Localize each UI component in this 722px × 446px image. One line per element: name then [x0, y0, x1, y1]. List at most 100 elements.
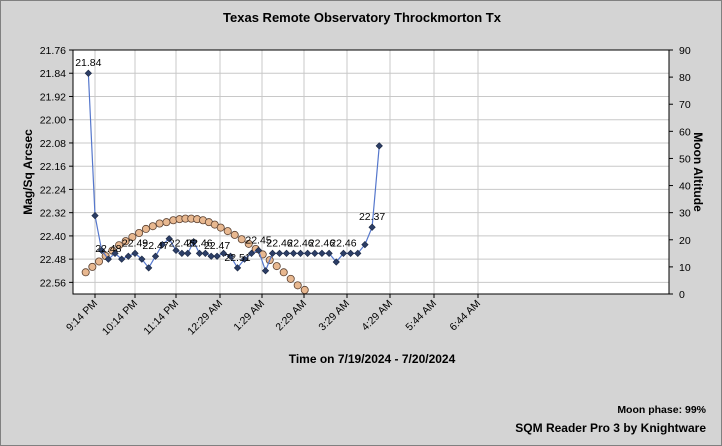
sqm-point [275, 249, 284, 257]
sqm-data-label: 22.45 [245, 234, 271, 246]
sqm-point [332, 258, 340, 266]
y-tick-label: 22.00 [40, 115, 66, 127]
y2-tick-label: 0 [679, 289, 685, 301]
y-tick-label: 22.32 [40, 208, 66, 220]
sqm-data-label: 22.46 [186, 237, 212, 249]
y-tick-label: 22.16 [40, 161, 66, 173]
y-axis-title: Mag/Sq Arcsec [21, 129, 35, 215]
sqm-point [361, 240, 369, 249]
sqm-data-label: 22.47 [204, 240, 230, 252]
sqm-point [158, 240, 166, 249]
sqm-point [303, 249, 312, 257]
sqm-point [207, 252, 215, 260]
y-tick-label: 22.40 [40, 231, 66, 243]
sqm-data-label: 22.46 [309, 237, 335, 249]
chart-title: Texas Remote Observatory Throckmorton Tx [223, 10, 502, 25]
sqm-point [184, 249, 192, 257]
y-tick-label: 22.48 [40, 254, 66, 266]
x-tick-label: 11:14 PM [141, 298, 181, 338]
moon-altitude-point [141, 224, 150, 233]
y2-tick-label: 40 [679, 181, 691, 193]
sqm-point [282, 249, 291, 257]
sqm-point [178, 249, 186, 257]
moon-phase-text: Moon phase: 99% [617, 404, 706, 416]
sqm-point [296, 249, 305, 257]
sqm-point [233, 264, 242, 272]
sqm-point [189, 238, 198, 246]
sqm-point [325, 249, 333, 257]
x-axis-ticks: 9:14 PM 10:14 PM 11:14 PM 12:29 AM 1:29 AM 2:… [64, 294, 483, 338]
moon-altitude-point [272, 262, 281, 271]
sqm-point [368, 223, 376, 231]
sqm-point [104, 255, 112, 263]
sqm-point [213, 252, 221, 260]
y2-axis-title: Moon Altitude [691, 132, 705, 212]
moon-altitude-point [223, 227, 232, 236]
y2-tick-label: 30 [679, 208, 691, 220]
sqm-point [91, 211, 99, 220]
moon-altitude-point [88, 262, 97, 271]
moon-altitude-point [148, 222, 157, 231]
sqm-data-label: 22.46 [330, 237, 356, 249]
sqm-point [118, 255, 126, 263]
moon-altitude-point [230, 230, 239, 239]
sqm-data-label: 22.47 [142, 240, 168, 252]
sqm-point [84, 69, 92, 77]
sqm-point [138, 255, 146, 263]
sqm-point [289, 249, 298, 257]
sqm-point [219, 249, 228, 257]
sqm-data-label: 22.49 [122, 237, 148, 249]
sqm-reading-series [84, 69, 383, 275]
x-axis-title: Time on 7/19/2024 - 7/20/2024 [289, 352, 456, 366]
plot-border [72, 49, 670, 295]
sqm-point [165, 235, 173, 243]
sqm-point [111, 249, 119, 257]
sqm-point [124, 252, 132, 260]
sqm-point [339, 249, 348, 257]
sqm-point [240, 255, 249, 263]
y-tick-label: 21.76 [40, 45, 66, 57]
moon-altitude-point [293, 281, 302, 290]
y2-axis-ticks: 0 10 20 30 40 50 60 70 80 90 [669, 45, 691, 301]
sqm-point [98, 246, 106, 255]
x-tick-label: 2:29 AM [273, 298, 309, 334]
y2-tick-label: 80 [679, 72, 691, 84]
y2-tick-label: 90 [679, 45, 691, 57]
sqm-point [261, 267, 270, 275]
sqm-data-label: 22.37 [359, 211, 385, 223]
y-axis-ticks: 21.76 21.84 21.92 22.00 22.08 22.16 22.24 22.32… [40, 45, 73, 289]
plot-area-rect [72, 49, 670, 295]
x-tick-label: 4:29 AM [359, 298, 395, 334]
sqm-data-label: 22.46 [287, 237, 313, 249]
sqm-point [131, 249, 139, 257]
moon-altitude-point [286, 274, 295, 283]
x-tick-label: 1:29 AM [231, 298, 267, 334]
moon-altitude-point [81, 268, 90, 277]
y-tick-label: 21.84 [40, 68, 66, 80]
moon-altitude-point [155, 219, 164, 228]
moon-altitude-point [244, 239, 253, 248]
sqm-point [151, 252, 160, 260]
moon-altitude-point [95, 257, 104, 266]
moon-altitude-point [135, 228, 144, 237]
x-tick-label: 9:14 PM [64, 298, 100, 334]
sqm-point [226, 252, 235, 260]
sqm-data-label: 22.46 [266, 237, 292, 249]
x-tick-label: 10:14 PM [100, 298, 140, 338]
sqm-point [254, 246, 263, 255]
y2-tick-label: 10 [679, 262, 691, 274]
moon-altitude-point [115, 241, 124, 250]
y2-tick-label: 70 [679, 99, 691, 111]
software-credit: SQM Reader Pro 3 by Knightware [515, 421, 706, 435]
y-tick-label: 22.56 [40, 277, 66, 289]
moon-altitude-point [300, 285, 309, 294]
sqm-point [172, 246, 180, 255]
moon-altitude-point [128, 233, 137, 242]
sqm-point [375, 142, 383, 150]
sqm-data-label: 21.84 [75, 57, 101, 69]
sqm-point [346, 249, 355, 257]
y-tick-label: 22.08 [40, 138, 66, 150]
x-tick-label: 5:44 AM [403, 298, 439, 334]
